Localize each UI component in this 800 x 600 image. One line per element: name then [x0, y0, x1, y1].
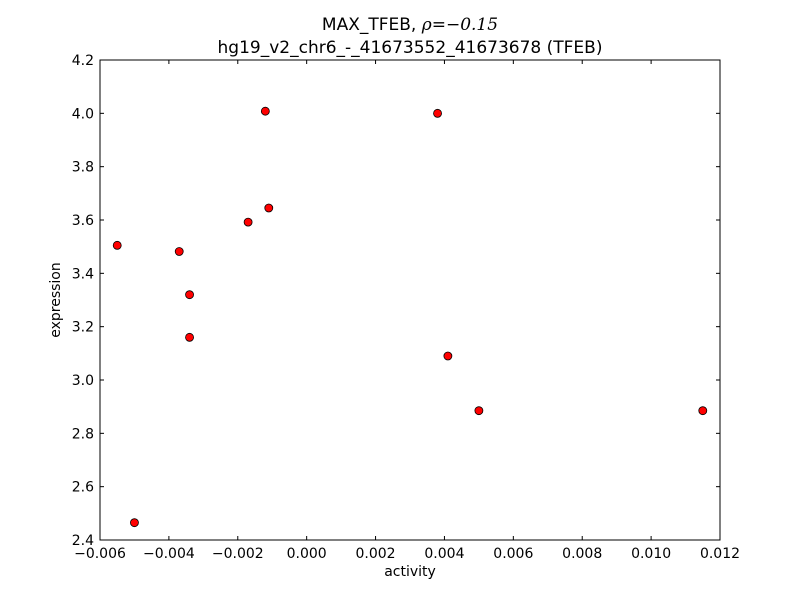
y-axis-label: expression: [48, 262, 64, 338]
x-tick-label: 0.012: [700, 546, 740, 562]
x-tick-label: 0.002: [356, 546, 396, 562]
scatter-point: [174, 247, 184, 256]
chart-subtitle: hg19_v2_chr6_-_41673552_41673678 (TFEB): [218, 38, 603, 58]
x-tick-label: 0.008: [562, 546, 602, 562]
scatter-point: [130, 518, 139, 528]
y-tick-label: 3.2: [72, 320, 94, 336]
scatter-point: [185, 332, 194, 342]
x-tick-label: 0.010: [631, 546, 671, 562]
y-tick-label: 3.8: [72, 160, 94, 176]
scatter-point: [433, 108, 442, 118]
y-axis-ticks: 2.4 2.6 2.8 3.0 3.2 3.4 3.6 3.8 4.0 4.2: [72, 53, 720, 549]
scatter-point: [243, 217, 253, 227]
x-tick-label: −0.004: [143, 546, 195, 562]
y-tick-label: 4.2: [72, 53, 94, 69]
y-tick-label: 3.6: [72, 213, 94, 229]
scatter-point: [264, 203, 274, 213]
y-tick-label: 2.8: [72, 426, 94, 442]
x-axis-ticks: −0.006 −0.004 −0.002 0.000 0.002 0.004 0.006 0.…: [74, 60, 740, 562]
plot-frame: [99, 59, 721, 541]
x-tick-label: 0.004: [424, 546, 464, 562]
y-tick-label: 3.0: [72, 373, 94, 389]
x-tick-label: −0.006: [74, 546, 126, 562]
plot-area: −0.006 −0.004 −0.002 0.000 0.002 0.004 0.006 0.…: [72, 53, 740, 562]
chart-title-math: ρ=−0.15: [421, 15, 498, 35]
scatter-point: [260, 106, 270, 116]
chart-title: MAX_TFEB, ρ=−0.15: [322, 15, 498, 35]
y-tick-label: 4.0: [72, 106, 94, 122]
chart-title-prefix: MAX_TFEB,: [322, 15, 422, 35]
y-tick-label: 2.4: [72, 533, 94, 549]
data-points: [112, 106, 708, 528]
scatter-point: [185, 290, 194, 300]
scatter-point: [474, 406, 484, 416]
x-tick-label: −0.002: [212, 546, 264, 562]
x-tick-label: 0.006: [493, 546, 533, 562]
y-tick-label: 2.6: [72, 480, 94, 496]
scatter-point: [698, 406, 708, 416]
x-axis-label: activity: [384, 564, 436, 580]
y-tick-label: 3.4: [72, 266, 94, 282]
scatter-point: [443, 351, 453, 361]
scatter-point: [112, 240, 122, 250]
x-tick-label: 0.000: [287, 546, 327, 562]
